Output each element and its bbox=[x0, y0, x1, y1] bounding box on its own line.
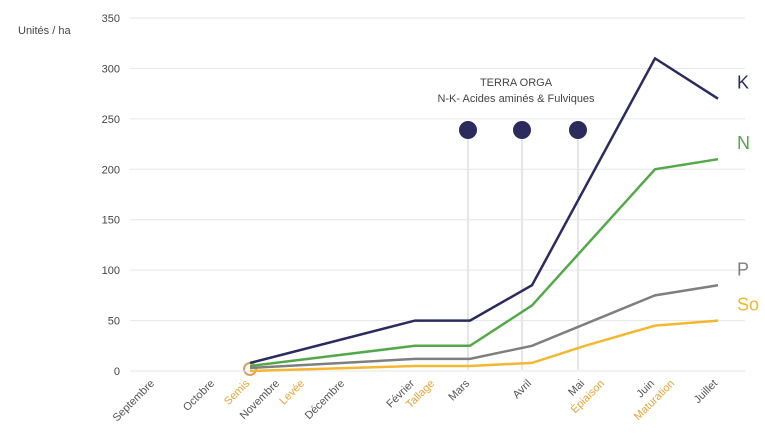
y-axis-label: Unités / ha bbox=[18, 25, 71, 37]
series-label: P bbox=[737, 259, 749, 279]
marker-dot bbox=[513, 121, 531, 139]
x-tick-label: Avril bbox=[511, 378, 534, 401]
x-tick-label: Juillet bbox=[692, 378, 720, 406]
x-tick-label: Octobre bbox=[181, 378, 217, 414]
y-tick-label: 300 bbox=[102, 63, 120, 75]
series-label: K bbox=[737, 73, 749, 93]
series-label: So bbox=[737, 295, 759, 315]
chart: Unités / ha TERRA ORGA N-K- Acides aminé… bbox=[0, 0, 765, 448]
y-tick-label: 200 bbox=[102, 164, 120, 176]
marker-dot bbox=[459, 121, 477, 139]
y-tick-label: 100 bbox=[102, 265, 120, 277]
series-line bbox=[250, 159, 718, 366]
series-label: N bbox=[737, 133, 750, 153]
y-tick-label: 350 bbox=[102, 13, 120, 25]
x-tick-label: Décembre bbox=[303, 378, 347, 422]
application-markers bbox=[244, 121, 587, 375]
x-tick-label: Levée bbox=[277, 378, 307, 408]
marker-dot bbox=[569, 121, 587, 139]
y-tick-label: 150 bbox=[102, 215, 120, 227]
x-tick-label: Mars bbox=[446, 377, 472, 403]
y-tick-label: 0 bbox=[114, 366, 120, 378]
annotation: TERRA ORGA bbox=[480, 77, 553, 89]
y-tick-label: 50 bbox=[108, 316, 120, 328]
x-tick-label: Septembre bbox=[111, 378, 158, 425]
y-tick-label: 250 bbox=[102, 114, 120, 126]
annotation: N-K- Acides aminés & Fulviques bbox=[437, 93, 595, 105]
